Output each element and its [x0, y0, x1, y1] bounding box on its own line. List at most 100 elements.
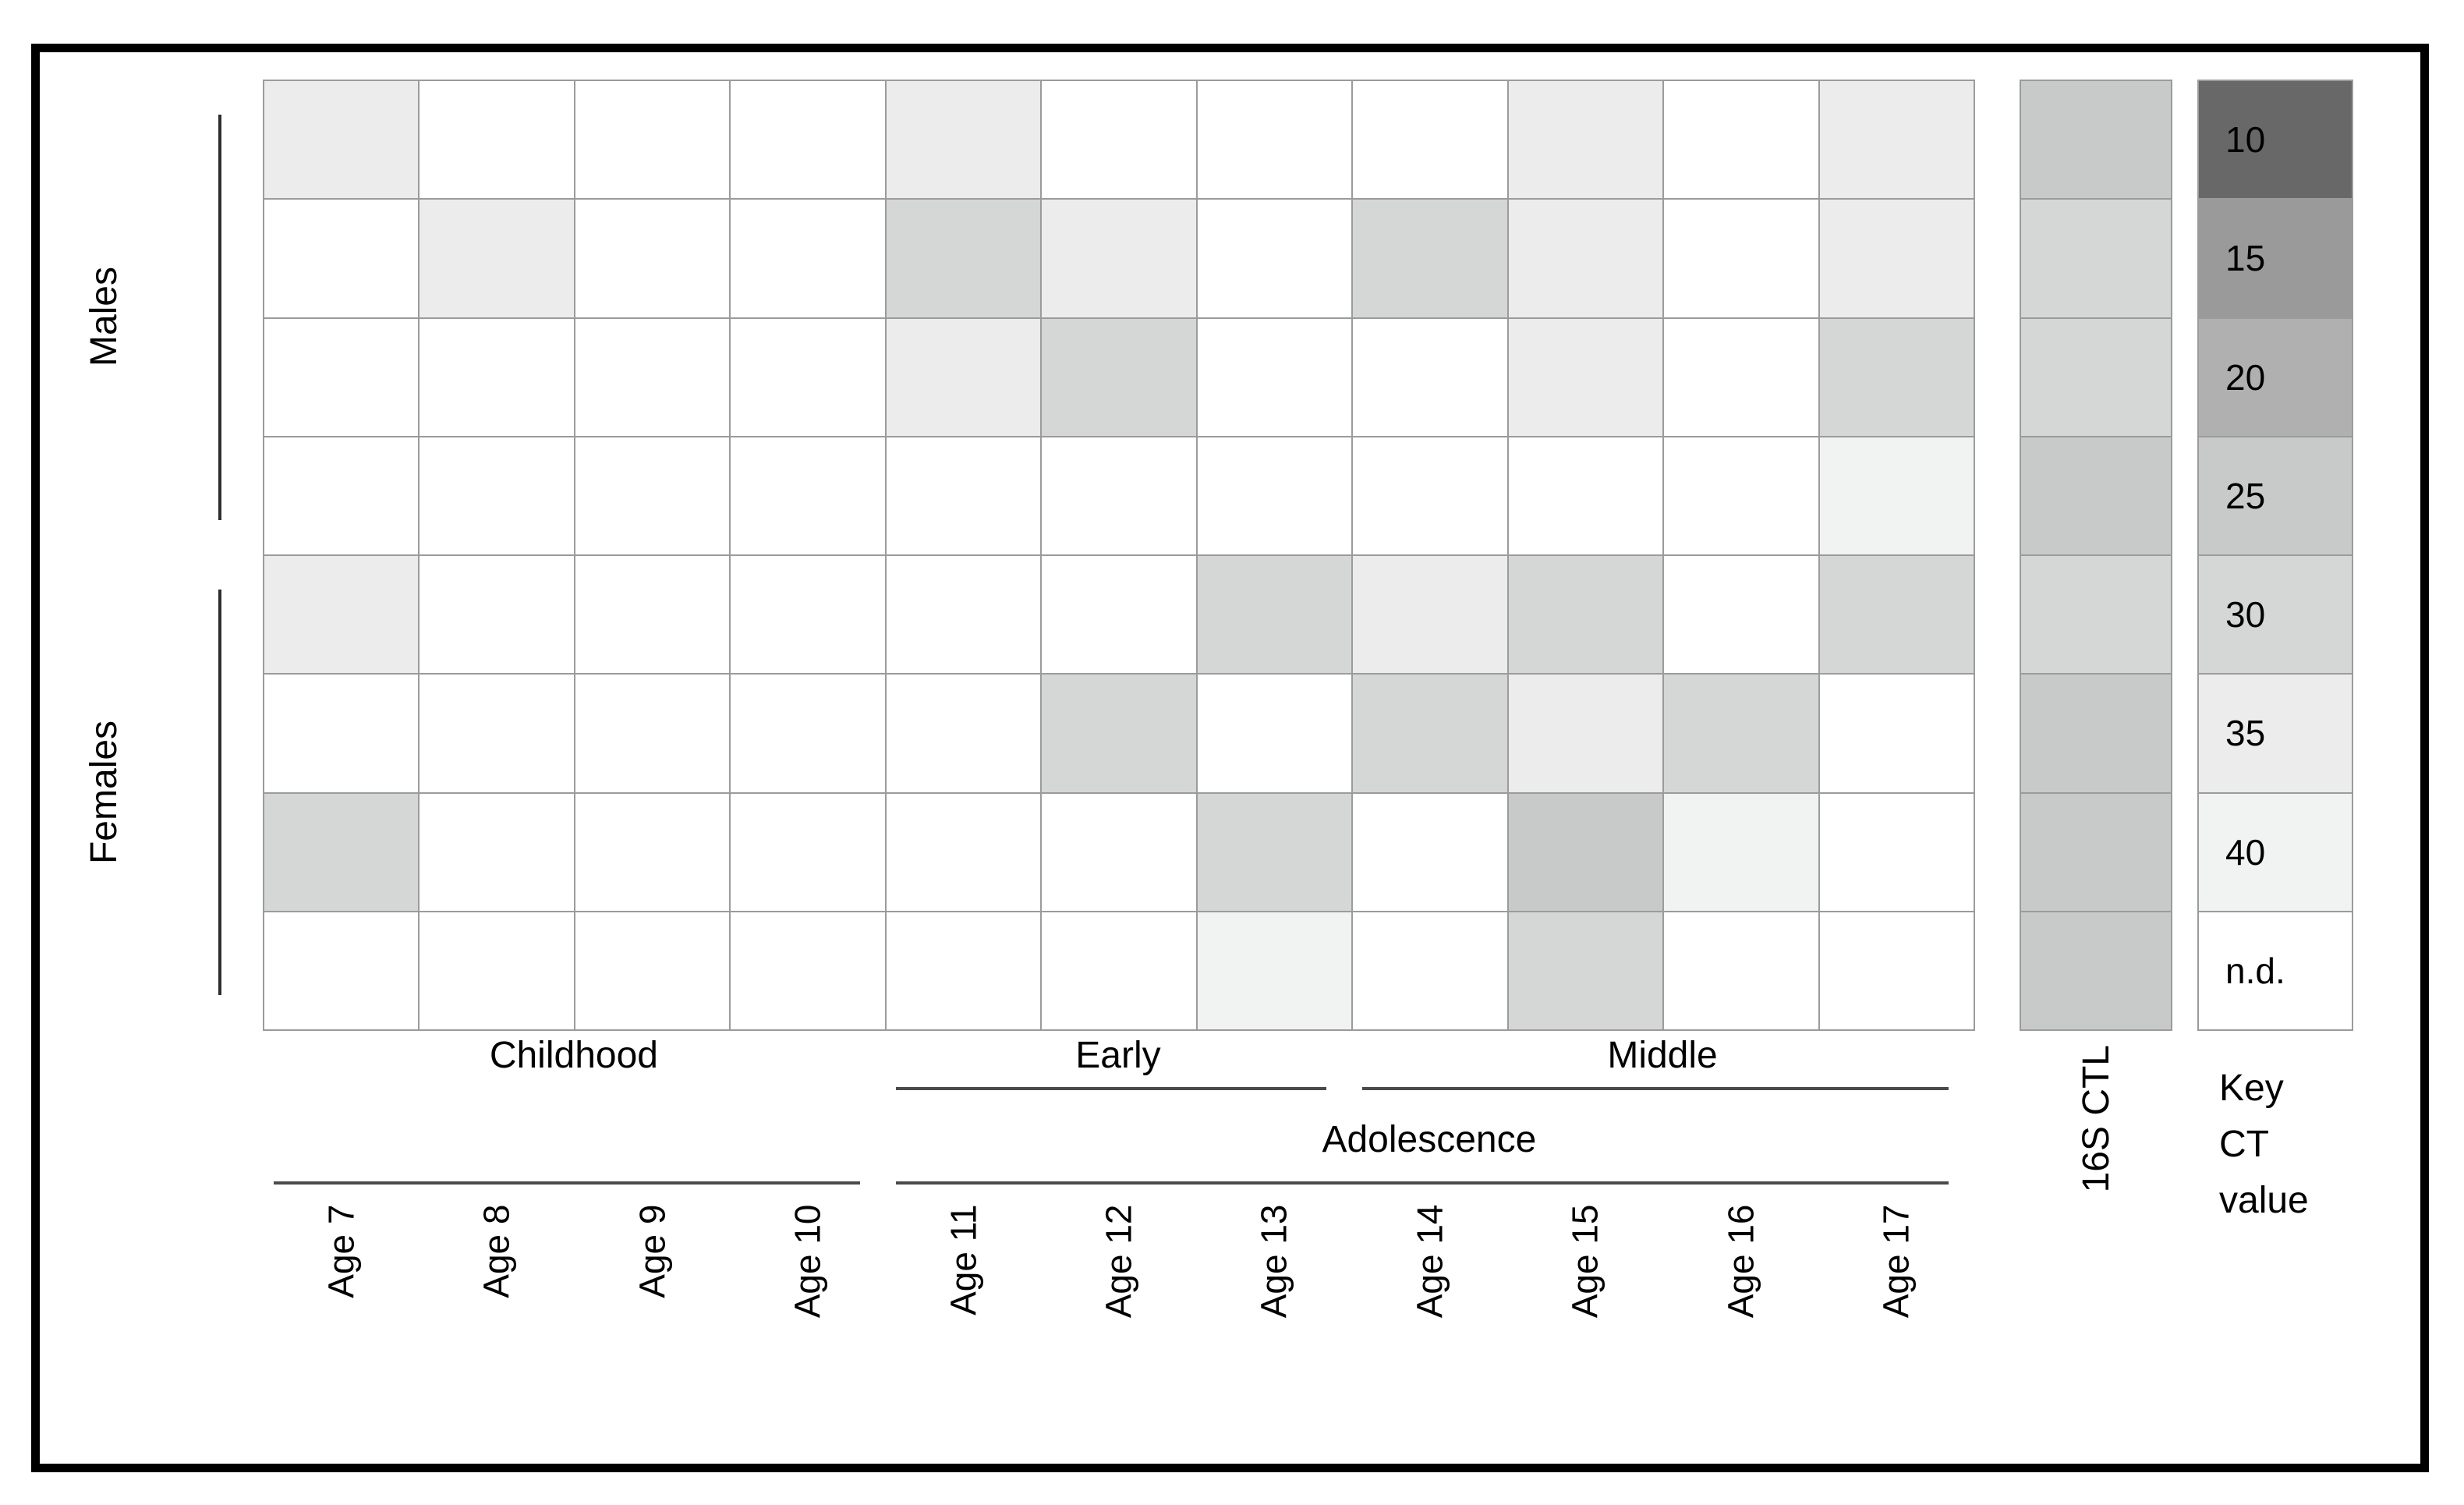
heatmap-cell	[1042, 793, 1196, 911]
females-label: Females	[83, 720, 125, 865]
key-cell-label: 35	[2225, 713, 2266, 754]
heatmap-cell	[575, 675, 730, 792]
heatmap-cell	[264, 81, 419, 199]
column-group-label: Middle	[1607, 1035, 1718, 1076]
column-group-line	[1362, 1087, 1949, 1090]
heatmap-cell	[1197, 912, 1352, 1029]
heatmap-cell	[1042, 318, 1196, 436]
key-cell-label: 30	[2225, 594, 2266, 636]
heatmap-cell	[1819, 200, 1974, 317]
age-label: Age 11	[942, 1204, 983, 1316]
heatmap-cell	[886, 675, 1041, 792]
heatmap-cell	[1664, 200, 1818, 317]
heatmap-cell	[1508, 556, 1663, 674]
key-legend: 10 15 20 25 30 35 40 n.d.	[2197, 80, 2353, 1031]
ctl-cell	[2021, 200, 2171, 317]
heatmap-cell	[1664, 912, 1818, 1029]
key-cell-label: n.d.	[2225, 950, 2285, 991]
heatmap-cell	[1353, 437, 1507, 554]
heatmap-cell	[575, 912, 730, 1029]
age-label: Age 8	[476, 1204, 517, 1298]
column-group-label: Childhood	[489, 1035, 658, 1076]
heatmap-cell	[1042, 912, 1196, 1029]
column-group-line	[895, 1181, 1949, 1185]
heatmap-cell	[731, 793, 885, 911]
heatmap-cell	[731, 81, 885, 199]
heatmap-cell	[886, 81, 1041, 199]
heatmap-cell	[1353, 793, 1507, 911]
column-group-line	[274, 1181, 860, 1185]
ctl-cell	[2021, 318, 2171, 436]
heatmap-cell	[1508, 675, 1663, 792]
heatmap-cell	[1042, 437, 1196, 554]
heatmap-cell	[1664, 793, 1818, 911]
key-cell-label: 15	[2225, 238, 2266, 279]
heatmap-cell	[1664, 318, 1818, 436]
heatmap-cell	[1819, 793, 1974, 911]
heatmap-cell	[1819, 318, 1974, 436]
heatmap-cell	[1353, 200, 1507, 317]
heatmap-cell	[420, 556, 574, 674]
age-label: Age 15	[1564, 1204, 1605, 1319]
heatmap-cell	[1197, 556, 1352, 674]
key-cell-label: 20	[2225, 356, 2266, 398]
heatmap-cell	[1197, 437, 1352, 554]
heatmap-cell	[575, 556, 730, 674]
age-label: Age 16	[1719, 1204, 1761, 1319]
heatmap-cell	[1664, 556, 1818, 674]
heatmap-cell	[264, 793, 419, 911]
heatmap-cell	[575, 200, 730, 317]
heatmap-cell	[886, 318, 1041, 436]
heatmap-cell	[1197, 675, 1352, 792]
key-cell-label: 40	[2225, 831, 2266, 873]
heatmap-cell	[1664, 81, 1818, 199]
key-cell: 25	[2199, 437, 2352, 554]
heatmap-cell	[1353, 81, 1507, 199]
males-label: Males	[83, 266, 125, 367]
heatmap-cell	[1353, 675, 1507, 792]
heatmap-cell	[420, 675, 574, 792]
heatmap-cell	[575, 318, 730, 436]
heatmap-cell	[1819, 912, 1974, 1029]
ctl-cell	[2021, 437, 2171, 554]
key-title: Key CT value	[2219, 1061, 2309, 1229]
key-title-line: value	[2219, 1180, 2309, 1221]
column-group-label: Early	[1075, 1035, 1161, 1076]
heatmap-cell	[420, 200, 574, 317]
key-cell: 15	[2199, 200, 2352, 317]
key-title-line: Key	[2219, 1068, 2284, 1109]
ctl-cell	[2021, 81, 2171, 199]
age-label: Age 12	[1097, 1204, 1138, 1319]
age-label: Age 7	[320, 1204, 361, 1298]
ctl-cell	[2021, 912, 2171, 1029]
ctl-cell	[2021, 675, 2171, 792]
heatmap-cell	[731, 912, 885, 1029]
heatmap-cell	[264, 912, 419, 1029]
heatmap-cell	[1197, 793, 1352, 911]
heatmap-cell	[886, 556, 1041, 674]
key-cell: 30	[2199, 556, 2352, 674]
column-group-line	[895, 1087, 1327, 1090]
key-cell: n.d.	[2199, 912, 2352, 1029]
column-group-label: Adolescence	[1322, 1119, 1537, 1160]
key-cell: 20	[2199, 318, 2352, 436]
age-label: Age 14	[1408, 1204, 1450, 1319]
heatmap-cell	[1819, 675, 1974, 792]
key-cell-label: 25	[2225, 475, 2266, 516]
age-label: Age 10	[787, 1204, 828, 1319]
heatmap-cell	[1819, 81, 1974, 199]
heatmap-cell	[1042, 81, 1196, 199]
heatmap-cell	[1508, 200, 1663, 317]
heatmap-cell	[1197, 318, 1352, 436]
heatmap-cell	[1042, 675, 1196, 792]
heatmap-cell	[575, 81, 730, 199]
heatmap-cell	[1508, 437, 1663, 554]
heatmap-cell	[1353, 556, 1507, 674]
heatmap-cell	[1197, 200, 1352, 317]
ctl-column-label: 16S CTL	[2075, 1045, 2117, 1193]
heatmap-cell	[1819, 556, 1974, 674]
heatmap-cell	[420, 318, 574, 436]
heatmap-cell	[1042, 200, 1196, 317]
heatmap-cell	[731, 675, 885, 792]
